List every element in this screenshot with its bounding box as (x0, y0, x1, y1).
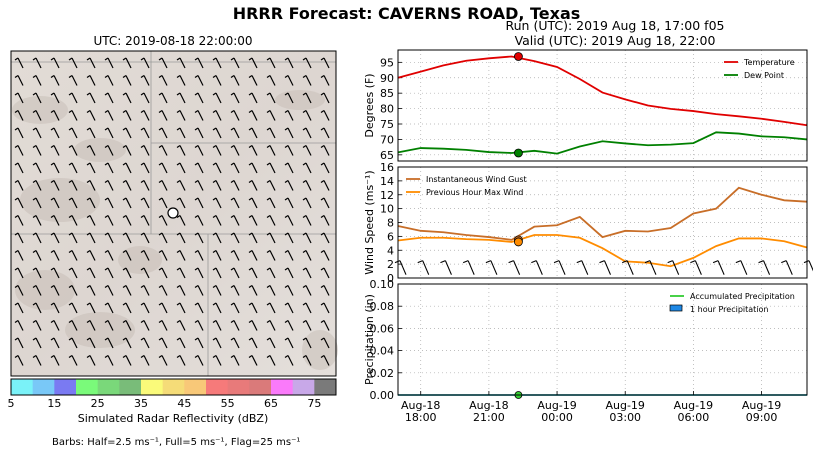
colorbar-label: Simulated Radar Reflectivity (dBZ) (77, 412, 269, 425)
wind-barb (444, 260, 452, 275)
wind-barb (513, 260, 521, 275)
series-line (397, 186, 808, 241)
wind-barb (694, 260, 702, 275)
wind-barb (785, 260, 793, 275)
wind-barb (763, 260, 771, 275)
x-tick-date: Aug-19 (674, 399, 713, 412)
y-tick-label: 0.06 (370, 322, 395, 335)
y-tick-label: 85 (380, 87, 394, 100)
wind-barb (672, 260, 680, 275)
x-tick-time: 03:00 (609, 411, 641, 424)
plot-frame (397, 283, 808, 396)
barb-legend-note: Barbs: Half=2.5 ms⁻¹, Full=5 ms⁻¹, Flag=… (52, 437, 301, 448)
x-tick-time: 18:00 (405, 411, 437, 424)
series-line (397, 55, 808, 127)
colorbar-tick: 35 (134, 397, 148, 410)
x-tick-time: 09:00 (746, 411, 778, 424)
y-tick-label: 4 (387, 244, 394, 257)
legend-entry: Temperature (743, 58, 795, 67)
legend-entry: Previous Hour Max Wind (426, 188, 523, 197)
y-axis-label: Degrees (F) (363, 73, 376, 137)
colorbar-tick: 45 (177, 397, 192, 410)
wind-barb (808, 260, 813, 272)
y-tick-label: 6 (387, 230, 394, 243)
wind-barb (467, 260, 475, 275)
chart-panel-3: 0.00 0.02 0.04 0.06 0.08 0.10 Precipitation (i… (363, 278, 808, 424)
wind-barb (558, 260, 566, 275)
y-tick-label: 95 (380, 56, 394, 69)
x-tick-time: 21:00 (473, 411, 505, 424)
y-tick-label: 8 (387, 217, 394, 230)
y-tick-label: 0.10 (370, 278, 395, 291)
x-tick-time: 06:00 (678, 411, 710, 424)
series-line (397, 234, 808, 268)
wind-barb (535, 260, 543, 275)
y-tick-label: 90 (380, 72, 394, 85)
wind-barb (740, 260, 748, 275)
map-title: UTC: 2019-08-18 22:00:00 (93, 34, 253, 48)
legend-entry: Accumulated Precipitation (690, 292, 795, 301)
colorbar-tick: 25 (90, 397, 105, 410)
wind-barb (649, 260, 657, 275)
x-tick-date: Aug-19 (742, 399, 781, 412)
y-axis-label: Precipitation (in) (363, 294, 376, 385)
x-tick-date: Aug-18 (401, 399, 440, 412)
wind-barb (581, 260, 589, 275)
x-tick-date: Aug-19 (537, 399, 576, 412)
y-tick-label: 0.04 (370, 345, 395, 358)
chart-panel-1: 65 70 75 80 85 90 95 Degrees (F) Temperature Dew … (363, 49, 808, 162)
valid-time-marker (514, 52, 523, 61)
y-tick-label: 2 (387, 258, 394, 271)
y-axis-label: Wind Speed (ms⁻¹) (363, 170, 376, 274)
colorbar-tick: 65 (264, 397, 278, 410)
series-line (397, 131, 808, 155)
y-tick-label: 14 (380, 175, 394, 188)
colorbar-tick: 5 (7, 397, 15, 410)
figure-title: HRRR Forecast: CAVERNS ROAD, Texas (232, 4, 581, 23)
x-tick-date: Aug-19 (605, 399, 644, 412)
run-title: Run (UTC): 2019 Aug 18, 17:00 f05 (505, 18, 725, 33)
colorbar-tick: 55 (220, 397, 235, 410)
wind-barb (422, 260, 430, 275)
wind-barb (626, 260, 634, 275)
y-tick-label: 0.08 (370, 300, 395, 313)
y-tick-label: 75 (380, 118, 394, 131)
legend: Accumulated Precipitation 1 hour Precipit… (669, 292, 795, 314)
y-tick-label: 0.00 (370, 389, 395, 402)
wind-barb (399, 260, 407, 275)
legend-entry: Instantaneous Wind Gust (426, 175, 527, 184)
y-tick-label: 16 (380, 161, 394, 174)
plot-frame (397, 166, 808, 279)
x-tick-time: 00:00 (541, 411, 573, 424)
valid-time-marker (514, 148, 523, 158)
colorbar-tick: 75 (307, 397, 322, 410)
legend: Temperature Dew Point (724, 58, 795, 80)
legend-entry: Dew Point (744, 71, 784, 80)
x-tick-date: Aug-18 (469, 399, 508, 412)
legend: Instantaneous Wind Gust Previous Hour Max… (406, 175, 527, 197)
y-tick-label: 0 (387, 272, 394, 285)
legend-entry: 1 hour Precipitation (690, 305, 769, 314)
y-tick-label: 65 (380, 149, 394, 162)
y-tick-label: 10 (380, 203, 394, 216)
colorbar-tick: 15 (47, 397, 62, 410)
y-tick-label: 12 (380, 189, 394, 202)
wind-barb (603, 260, 612, 275)
valid-time-marker (514, 237, 523, 247)
y-tick-label: 0.02 (370, 367, 395, 380)
valid-title: Valid (UTC): 2019 Aug 18, 22:00 (514, 33, 716, 48)
y-tick-label: 80 (380, 103, 394, 116)
wind-barb (490, 260, 498, 275)
plot-frame (397, 49, 808, 162)
wind-barb (717, 260, 725, 275)
y-tick-label: 70 (380, 133, 394, 146)
